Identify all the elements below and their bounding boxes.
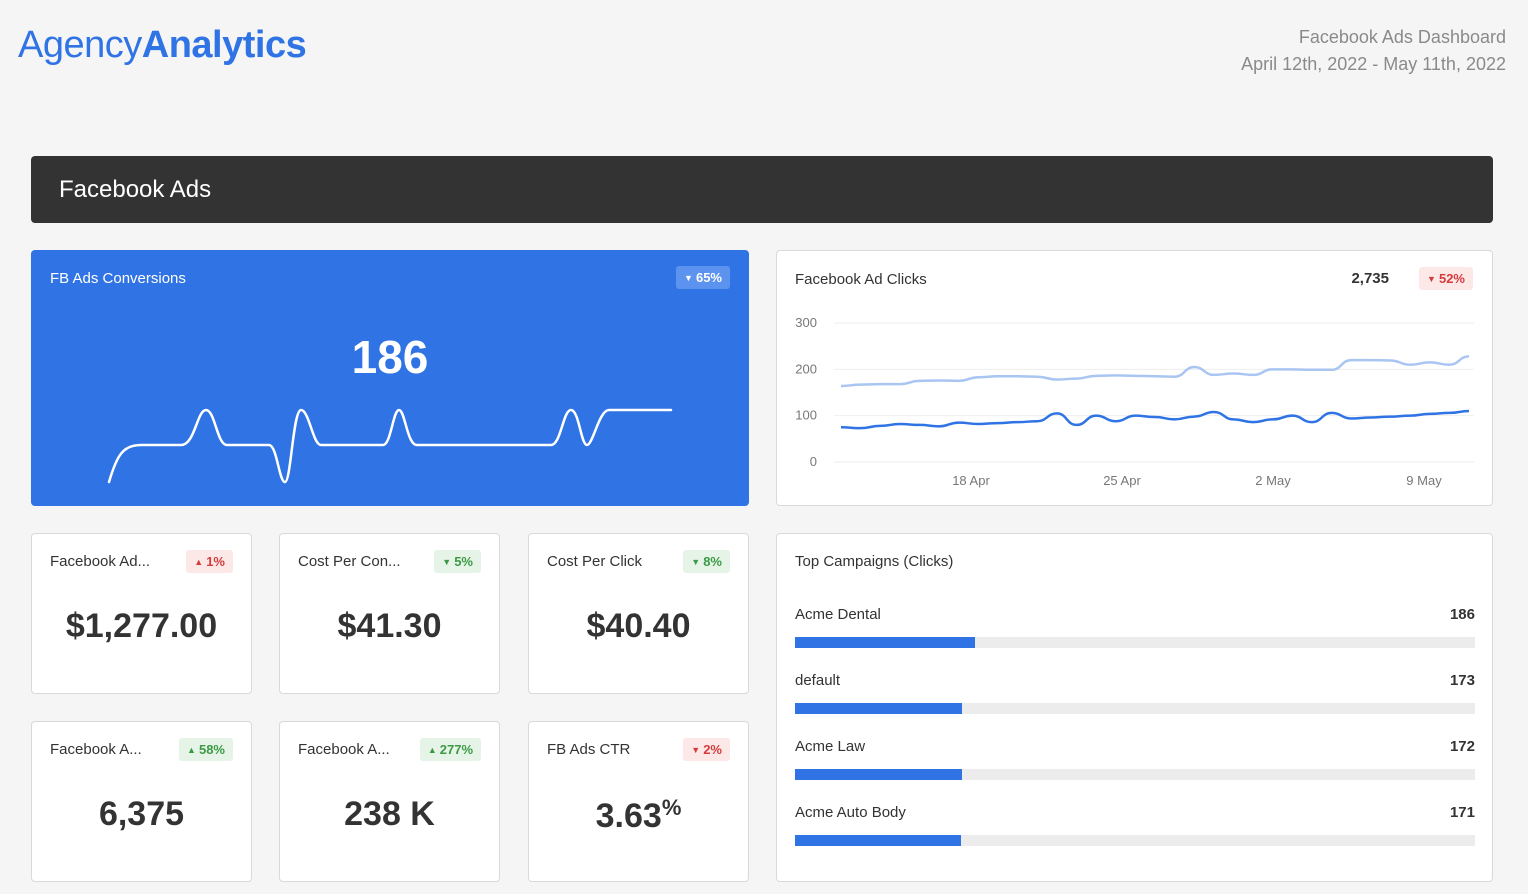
conversions-change-badge: ▼ 65% — [676, 266, 730, 289]
caret-down-icon: ▼ — [442, 557, 452, 567]
kpi-title: Cost Per Con... — [298, 553, 401, 570]
campaign-bar-track — [795, 835, 1475, 846]
campaign-bar-fill — [795, 769, 962, 780]
campaign-bar-track — [795, 769, 1475, 780]
clicks-line-chart: 0 100 200 300 18 Apr 25 Apr 2 May 9 May — [795, 315, 1474, 488]
caret-up-icon: ▲ — [187, 745, 196, 755]
conversions-sparkline — [107, 408, 673, 484]
kpi-title: Cost Per Click — [547, 553, 643, 570]
kpi-change-value: 277% — [439, 742, 473, 757]
conversions-title: FB Ads Conversions — [50, 270, 186, 287]
clicks-total: 2,735 — [1351, 270, 1389, 287]
agency-analytics-logo: AgencyAnalytics — [18, 24, 307, 67]
x-tick-label: 2 May — [1255, 473, 1291, 488]
campaign-count: 171 — [1449, 804, 1475, 821]
campaign-bar-fill — [795, 637, 976, 648]
chart-series-line-2 — [840, 409, 1470, 430]
kpi-change-badge: ▼ 5% — [434, 550, 481, 573]
kpi-value: 6,375 — [98, 795, 185, 833]
kpi-value: 3.63% — [529, 795, 748, 836]
chart-series-line-1 — [840, 355, 1470, 388]
kpi-title: Facebook A... — [298, 741, 390, 758]
x-tick-label: 9 May — [1406, 473, 1442, 488]
kpi-value: $40.40 — [586, 607, 691, 645]
caret-down-icon: ▼ — [1427, 274, 1436, 284]
y-tick-label: 0 — [810, 454, 817, 469]
top-campaigns-title: Top Campaigns (Clicks) — [795, 553, 954, 570]
campaign-bar-fill — [795, 703, 963, 714]
caret-down-icon: ▼ — [691, 557, 701, 567]
campaign-name: Acme Dental — [795, 606, 881, 623]
campaign-count: 186 — [1449, 606, 1475, 623]
kpi-value-number: 3.63 — [595, 797, 662, 835]
caret-up-icon: ▲ — [194, 557, 204, 567]
kpi-change-badge: ▼ 2% — [683, 738, 730, 761]
campaign-count: 172 — [1449, 738, 1475, 755]
y-tick-label: 100 — [795, 408, 817, 423]
kpi-card[interactable]: Facebook A... ▲ 277% 238 K — [279, 721, 500, 882]
kpi-value-suffix: % — [661, 795, 682, 820]
report-date-range: April 12th, 2022 - May 11th, 2022 — [1241, 54, 1506, 74]
report-meta: Facebook Ads Dashboard April 12th, 2022 … — [1241, 24, 1506, 78]
campaign-name: Acme Auto Body — [795, 804, 906, 821]
kpi-change-value: 2% — [703, 742, 722, 757]
kpi-card[interactable]: Cost Per Con... ▼ 5% $41.30 — [279, 533, 500, 694]
clicks-change-value: 52% — [1438, 271, 1465, 286]
section-header: Facebook Ads — [31, 156, 1493, 223]
clicks-change-badge: ▼ 52% — [1419, 267, 1473, 290]
kpi-change-badge: ▼ 8% — [683, 550, 730, 573]
kpi-change-value: 58% — [198, 742, 225, 757]
kpi-value: $41.30 — [337, 607, 442, 645]
kpi-change-value: 1% — [206, 554, 225, 569]
kpi-title: Facebook Ad... — [50, 553, 151, 570]
kpi-title: FB Ads CTR — [547, 741, 631, 758]
logo-part-2: Analytics — [141, 24, 307, 66]
conversions-change-value: 65% — [695, 270, 722, 285]
kpi-value: $1,277.00 — [65, 607, 218, 645]
kpi-change-value: 5% — [454, 554, 473, 569]
x-tick-label: 25 Apr — [1103, 473, 1141, 488]
clicks-title: Facebook Ad Clicks — [795, 271, 927, 288]
x-tick-label: 18 Apr — [952, 473, 990, 488]
y-tick-label: 300 — [795, 315, 817, 330]
kpi-card[interactable]: Cost Per Click ▼ 8% $40.40 — [528, 533, 749, 694]
campaign-bar-track — [795, 637, 1475, 648]
conversions-widget[interactable]: FB Ads Conversions ▼ 65% 186 — [31, 250, 749, 506]
campaign-name: Acme Law — [795, 738, 866, 755]
kpi-card[interactable]: Facebook A... ▲ 58% 6,375 — [31, 721, 252, 882]
kpi-change-value: 8% — [703, 554, 722, 569]
y-tick-label: 200 — [795, 361, 817, 376]
kpi-change-badge: ▲ 1% — [186, 550, 233, 573]
campaign-bar-fill — [795, 835, 961, 846]
report-name: Facebook Ads Dashboard — [1298, 27, 1506, 47]
logo-part-1: Agency — [18, 24, 142, 66]
clicks-chart-widget[interactable]: Facebook Ad Clicks 2,735 ▼ 52% 0 100 200 300… — [776, 250, 1493, 506]
top-campaigns-widget[interactable]: Top Campaigns (Clicks) Acme Dental 186 d… — [776, 533, 1493, 882]
campaign-name: default — [795, 672, 841, 689]
kpi-title: Facebook A... — [50, 741, 142, 758]
caret-down-icon: ▼ — [684, 273, 693, 283]
campaign-count: 173 — [1449, 672, 1475, 689]
caret-up-icon: ▲ — [427, 745, 437, 755]
kpi-value: 238 K — [344, 795, 435, 833]
kpi-card[interactable]: Facebook Ad... ▲ 1% $1,277.00 — [31, 533, 252, 694]
caret-down-icon: ▼ — [691, 745, 701, 755]
kpi-change-badge: ▲ 277% — [419, 738, 481, 761]
kpi-change-badge: ▲ 58% — [179, 738, 233, 761]
campaign-bar-track — [795, 703, 1475, 714]
conversions-value: 186 — [351, 331, 429, 383]
kpi-card[interactable]: FB Ads CTR ▼ 2% 3.63% — [528, 721, 749, 882]
